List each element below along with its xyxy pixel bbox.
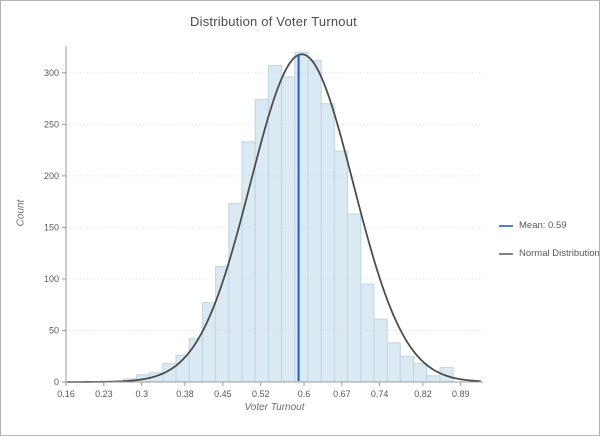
histogram-bar bbox=[333, 150, 349, 383]
legend-item-normal[interactable]: Normal Distribution bbox=[499, 248, 600, 259]
histogram-bar bbox=[294, 51, 309, 383]
histogram-bar bbox=[426, 375, 441, 383]
histogram-bar bbox=[413, 362, 428, 383]
legend-item-mean[interactable]: Mean: 0.59 bbox=[499, 220, 599, 231]
x-tick-label: 0.52 bbox=[252, 389, 270, 399]
x-tick-label: 0.38 bbox=[176, 389, 194, 399]
chart-title: Distribution of Voter Turnout bbox=[190, 14, 357, 29]
histogram-bar bbox=[307, 59, 322, 383]
x-tick-label: 0.23 bbox=[95, 389, 113, 399]
x-tick-label: 0.16 bbox=[57, 389, 75, 399]
histogram-bar bbox=[228, 203, 243, 383]
x-tick-label: 0.3 bbox=[135, 389, 148, 399]
histogram-bar bbox=[386, 342, 401, 383]
x-axis-title: Voter Turnout bbox=[244, 402, 305, 413]
histogram-bar bbox=[320, 103, 335, 383]
x-tick-label: 0.89 bbox=[452, 389, 470, 399]
y-tick-label: 50 bbox=[49, 325, 59, 335]
histogram-bar bbox=[241, 141, 256, 383]
histogram-bar bbox=[347, 213, 362, 383]
x-tick-label: 0.6 bbox=[298, 389, 311, 399]
y-tick-label: 300 bbox=[44, 68, 59, 78]
histogram-bar bbox=[281, 76, 296, 383]
x-tick-label: 0.45 bbox=[214, 389, 232, 399]
mean-line-swatch bbox=[499, 224, 513, 227]
x-tick-label: 0.74 bbox=[371, 389, 389, 399]
x-tick-label: 0.67 bbox=[333, 389, 351, 399]
histogram-bar bbox=[188, 338, 203, 383]
legend: Mean: 0.59 Normal Distribution bbox=[499, 220, 600, 276]
normal-distribution-swatch bbox=[499, 252, 513, 255]
y-tick-label: 200 bbox=[44, 171, 59, 181]
legend-label-normal: Normal Distribution bbox=[519, 248, 600, 259]
histogram-bar bbox=[201, 302, 217, 383]
histogram-bar bbox=[373, 318, 388, 383]
y-tick-label: 250 bbox=[44, 119, 59, 129]
y-tick-label: 150 bbox=[44, 222, 59, 232]
histogram-bar bbox=[360, 283, 375, 383]
y-tick-label: 100 bbox=[44, 274, 59, 284]
x-tick-label: 0.82 bbox=[414, 389, 432, 399]
histogram-bar bbox=[399, 355, 415, 383]
normal-distribution-curve bbox=[67, 53, 481, 383]
legend-label-mean: Mean: 0.59 bbox=[519, 220, 567, 231]
y-tick-label: 0 bbox=[54, 377, 59, 387]
